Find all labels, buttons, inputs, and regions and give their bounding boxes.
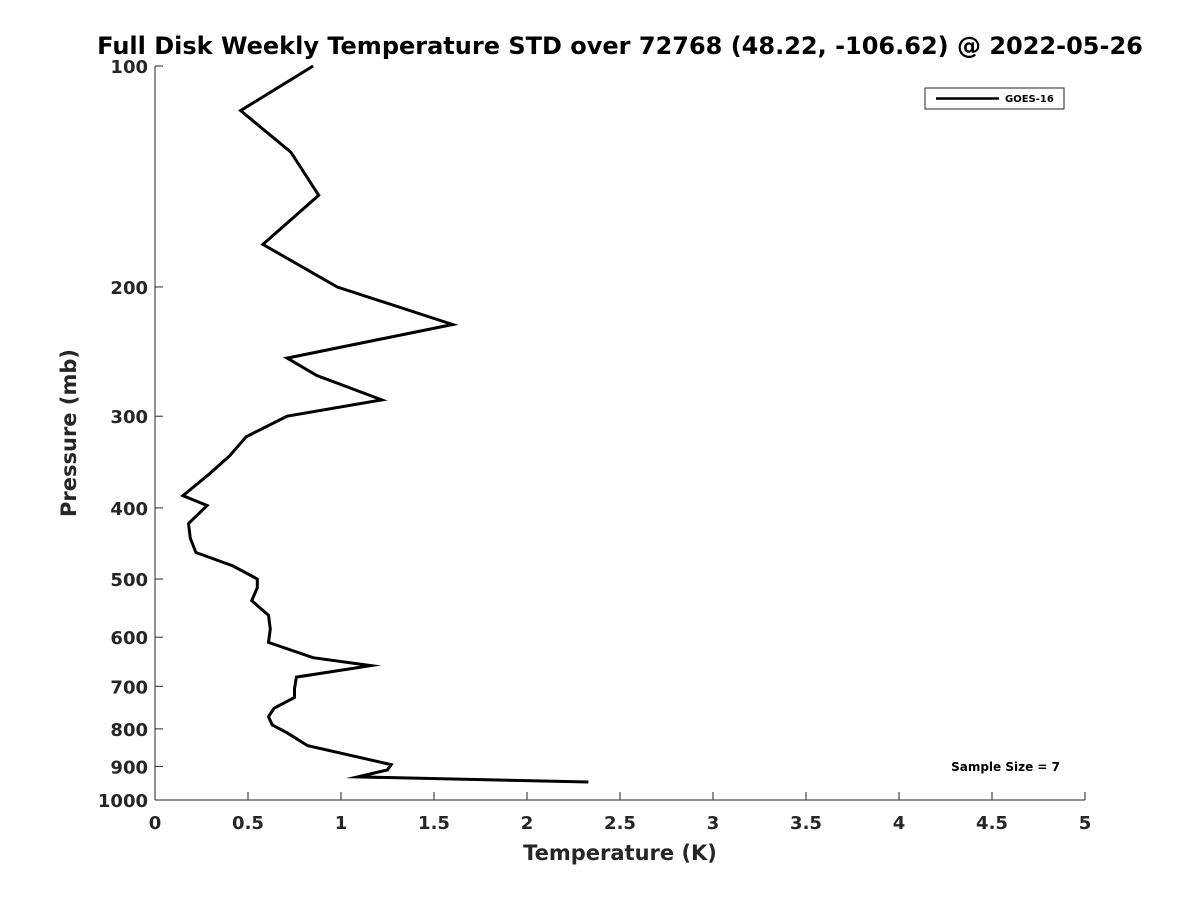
series-group: [180, 64, 589, 784]
y-tick-label: 700: [110, 677, 148, 698]
y-tick-label: 600: [110, 628, 148, 649]
y-tick-label: 500: [110, 570, 148, 591]
y-ticks: 100 200 300 400 500 600 700 800 900 1000: [98, 57, 163, 812]
x-tick-label: 2.5: [604, 813, 636, 834]
x-tick-label: 1.5: [418, 813, 450, 834]
sample-size-annotation: Sample Size = 7: [951, 760, 1060, 774]
x-tick-label: 0: [149, 813, 162, 834]
y-tick-label: 1000: [98, 791, 148, 812]
y-tick-label: 200: [110, 278, 148, 299]
y-tick-label: 300: [110, 407, 148, 428]
x-tick-label: 4.5: [976, 813, 1008, 834]
y-tick-label: 800: [110, 720, 148, 741]
x-tick-label: 3: [707, 813, 720, 834]
chart-title: Full Disk Weekly Temperature STD over 72…: [97, 32, 1143, 60]
y-tick-label: 100: [110, 57, 148, 78]
series-line-goes-16: [180, 64, 589, 784]
x-ticks: 0 0.5 1 1.5 2 2.5 3 3.5 4 4.5 5: [149, 792, 1092, 834]
legend: GOES-16: [924, 87, 1065, 110]
x-tick-label: 1: [335, 813, 348, 834]
x-tick-label: 4: [893, 813, 906, 834]
x-tick-label: 2: [521, 813, 534, 834]
y-tick-label: 400: [110, 499, 148, 520]
y-tick-label: 900: [110, 757, 148, 778]
x-tick-label: 5: [1079, 813, 1092, 834]
x-tick-label: 3.5: [790, 813, 822, 834]
x-axis-label: Temperature (K): [523, 841, 717, 865]
y-axis-label: Pressure (mb): [57, 349, 81, 517]
legend-label-goes-16: GOES-16: [1005, 94, 1054, 105]
x-tick-label: 0.5: [232, 813, 264, 834]
